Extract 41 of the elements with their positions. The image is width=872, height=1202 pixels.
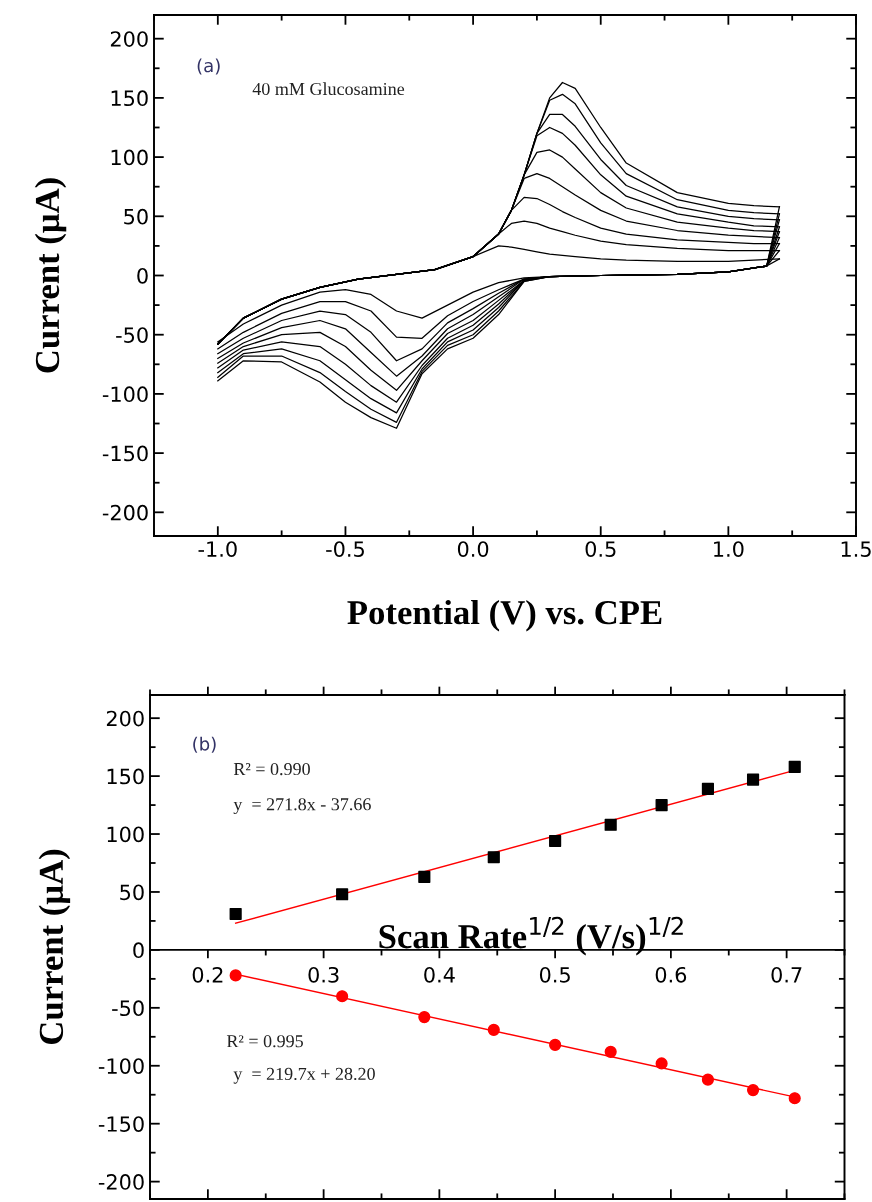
x-tick-label: 0.4 [424, 966, 455, 983]
annotation: y = 271.8x - 37.66 [233, 798, 371, 815]
x-tick-label: 0.7 [771, 966, 802, 983]
x-axis-title: Scan Rate$^{1/2}$ (V/s)$^{1/2}$ [379, 916, 683, 956]
y-tick-label: -100 [102, 386, 148, 403]
x-tick-label: 0.6 [655, 966, 687, 983]
y-tick-label: 150 [111, 90, 148, 107]
y-tick-label: 0 [133, 942, 144, 959]
x-tick-label: 0.3 [308, 966, 339, 983]
x-axis-title: Potential (V) vs. CPE [347, 599, 662, 632]
annotation: (a) [197, 58, 220, 75]
y-tick-label: -200 [102, 504, 148, 521]
y-tick-label: 100 [107, 826, 144, 843]
x-tick-label: -1.0 [198, 541, 237, 557]
x-tick-label: 0.5 [539, 966, 570, 983]
y-tick-label: 200 [106, 710, 144, 727]
y-tick-label: -150 [98, 1116, 144, 1132]
x-tick-label: 0.5 [585, 541, 616, 557]
annotation: 40 mM Glucosamine [252, 82, 405, 96]
annotation: (b) [193, 736, 216, 753]
x-tick-label: 0.2 [192, 966, 223, 983]
y-tick-label: 50 [120, 884, 144, 901]
x-tick-label: 0.0 [457, 541, 489, 557]
y-tick-label: -200 [98, 1174, 144, 1190]
annotation: R² = 0.995 [226, 1035, 303, 1048]
annotation: R² = 0.990 [233, 762, 310, 776]
x-tick-label: 1.5 [841, 541, 871, 557]
annotation: y = 219.7x + 28.20 [233, 1067, 375, 1084]
y-tick-label: 50 [124, 208, 148, 225]
y-axis-title: Current (μA) [38, 849, 71, 1045]
y-axis-title: Current (μA) [34, 178, 67, 373]
y-tick-label: 100 [111, 149, 148, 166]
y-tick-label: -50 [112, 1000, 144, 1017]
y-tick-label: -100 [98, 1058, 144, 1074]
y-tick-label: 200 [110, 31, 148, 47]
y-tick-label: 0 [137, 267, 148, 284]
x-tick-label: 1.0 [714, 541, 744, 557]
y-tick-label: 150 [107, 768, 144, 785]
y-tick-label: -50 [116, 327, 148, 343]
x-tick-label: -0.5 [326, 541, 364, 557]
y-tick-label: -150 [102, 445, 148, 462]
